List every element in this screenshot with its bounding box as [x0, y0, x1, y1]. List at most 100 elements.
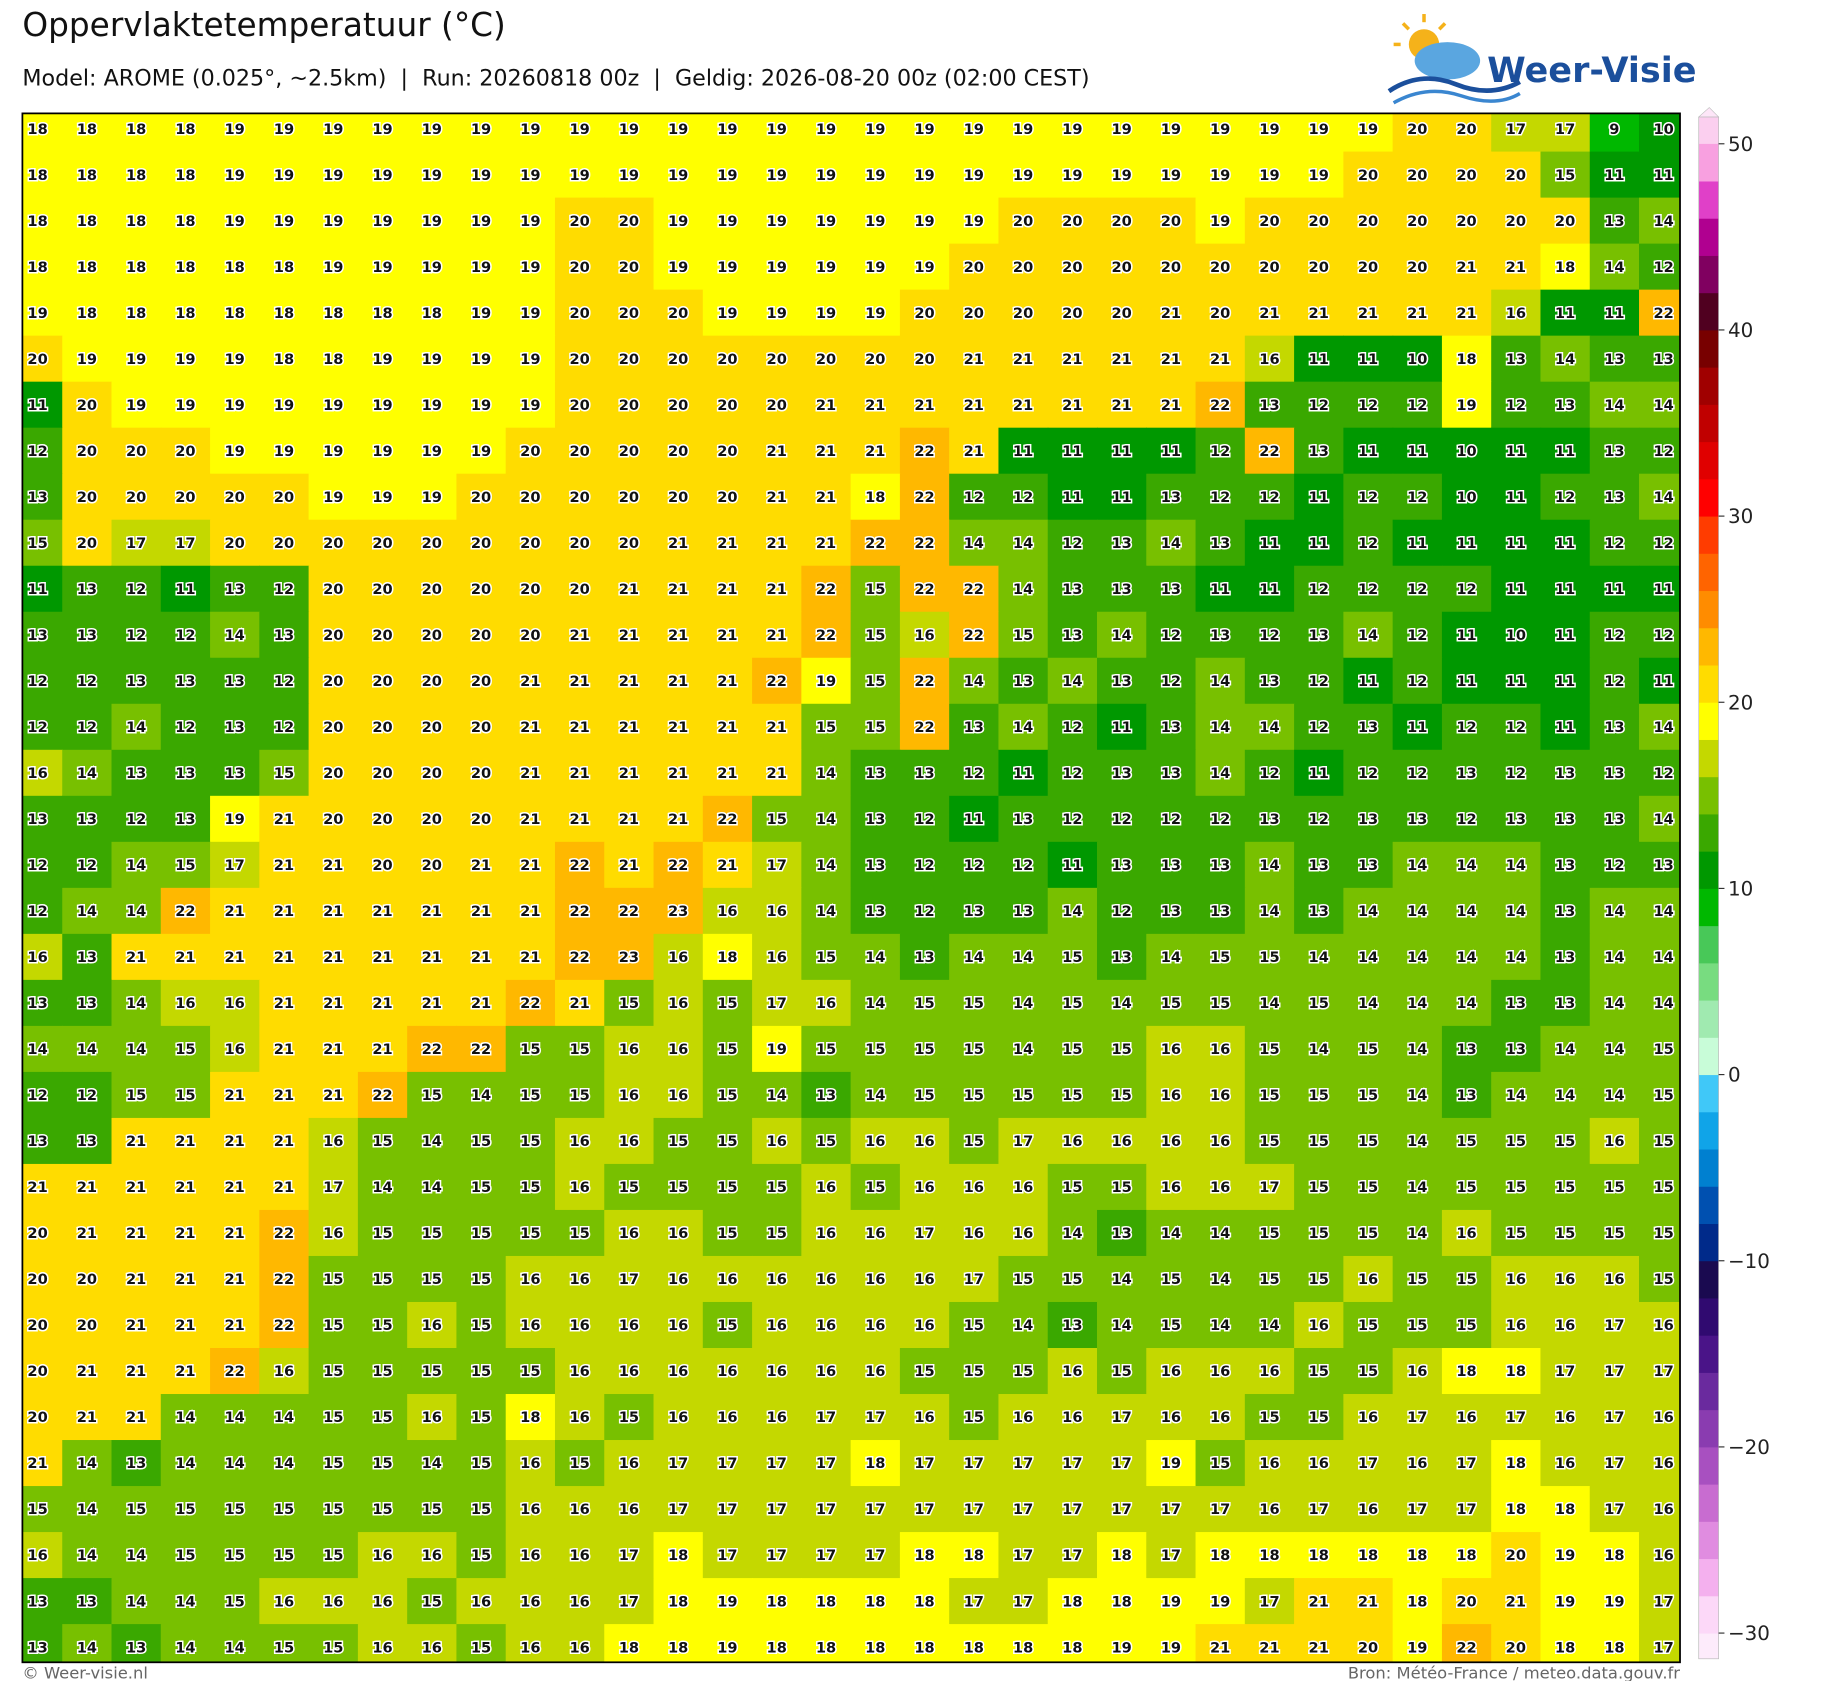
- temperature-cell: [111, 565, 162, 613]
- temperature-cell: [752, 749, 802, 797]
- temperature-label: 13: [865, 811, 885, 828]
- colorbar-band: [1698, 1260, 1719, 1299]
- temperature-cell: [1491, 1624, 1542, 1663]
- colorbar-band: [1698, 1335, 1719, 1373]
- temperature-cell: [308, 611, 359, 659]
- temperature-label: 19: [372, 443, 392, 460]
- temperature-label: 18: [1111, 1547, 1131, 1564]
- temperature-cell: [554, 657, 605, 705]
- temperature-label: 21: [372, 995, 392, 1012]
- temperature-cell: [1639, 979, 1681, 1027]
- temperature-label: 19: [323, 121, 343, 138]
- temperature-label: 12: [964, 489, 984, 506]
- temperature-cell: [1047, 1394, 1098, 1441]
- temperature-label: 20: [126, 489, 146, 506]
- temperature-label: 17: [225, 857, 245, 874]
- colorbar-band: [1698, 1372, 1719, 1411]
- temperature-label: 11: [1555, 535, 1575, 552]
- temperature-cell: [357, 1486, 408, 1533]
- temperature-label: 19: [471, 397, 491, 414]
- temperature-label: 15: [471, 1501, 491, 1518]
- temperature-cell: [1146, 1209, 1197, 1257]
- subtitle: Model: AROME (0.025°, ~2.5km) | Run: 202…: [22, 65, 1089, 91]
- temperature-cell: [1195, 657, 1246, 705]
- temperature-cell: [62, 1624, 113, 1663]
- temperature-label: 21: [668, 535, 688, 552]
- temperature-cell: [259, 1486, 310, 1533]
- temperature-cell: [505, 657, 556, 705]
- temperature-label: 18: [1555, 259, 1575, 276]
- temperature-cell: [850, 565, 901, 613]
- temperature-cell: [1097, 197, 1147, 245]
- temperature-cell: [357, 1624, 408, 1663]
- temperature-label: 13: [1555, 811, 1575, 828]
- temperature-cell: [308, 657, 359, 705]
- temperature-label: 21: [1407, 305, 1427, 322]
- temperature-cell: [22, 887, 63, 935]
- temperature-label: 10: [1456, 443, 1476, 460]
- temperature-cell: [1392, 1486, 1443, 1533]
- temperature-cell: [899, 243, 950, 291]
- temperature-label: 19: [816, 673, 836, 690]
- temperature-label: 14: [1456, 857, 1476, 874]
- temperature-cell: [456, 565, 507, 613]
- temperature-label: 10: [1653, 121, 1673, 138]
- temperature-cell: [1392, 1440, 1443, 1487]
- temperature-cell: [357, 289, 408, 337]
- temperature-cell: [1491, 1209, 1542, 1257]
- temperature-cell: [1244, 933, 1295, 981]
- temperature-label: 16: [1604, 1133, 1624, 1150]
- temperature-cell: [1491, 519, 1542, 567]
- temperature-label: 19: [964, 167, 984, 184]
- temperature-cell: [1097, 749, 1147, 797]
- temperature-cell: [1540, 1394, 1591, 1441]
- colorbar-band: [1698, 478, 1719, 517]
- temperature-cell: [210, 289, 260, 337]
- temperature-cell: [407, 1255, 458, 1303]
- temperature-label: 16: [816, 995, 836, 1012]
- temperature-label: 21: [668, 765, 688, 782]
- temperature-cell: [702, 1163, 753, 1211]
- temperature-cell: [505, 1255, 556, 1303]
- temperature-label: 20: [619, 443, 639, 460]
- temperature-label: 16: [569, 1363, 589, 1380]
- temperature-label: 11: [1456, 627, 1476, 644]
- temperature-cell: [1146, 1025, 1197, 1073]
- temperature-label: 15: [668, 1179, 688, 1196]
- temperature-cell: [407, 197, 458, 245]
- temperature-label: 12: [1604, 857, 1624, 874]
- temperature-label: 21: [619, 765, 639, 782]
- temperature-label: 11: [1062, 443, 1082, 460]
- temperature-label: 20: [668, 397, 688, 414]
- temperature-cell: [1146, 657, 1197, 705]
- temperature-cell: [801, 151, 852, 199]
- temperature-cell: [505, 1347, 556, 1395]
- temperature-cell: [1392, 1209, 1443, 1257]
- temperature-label: 14: [1604, 397, 1624, 414]
- temperature-cell: [1097, 657, 1147, 705]
- temperature-label: 20: [1062, 213, 1082, 230]
- temperature-label: 17: [1407, 1501, 1427, 1518]
- temperature-label: 19: [767, 1041, 787, 1058]
- temperature-cell: [1047, 1255, 1098, 1303]
- temperature-cell: [407, 473, 458, 521]
- temperature-cell: [1392, 1255, 1443, 1303]
- temperature-label: 14: [1259, 1317, 1279, 1334]
- temperature-label: 21: [175, 1179, 195, 1196]
- temperature-label: 21: [323, 1041, 343, 1058]
- temperature-cell: [702, 1209, 753, 1257]
- temperature-label: 11: [1161, 443, 1181, 460]
- temperature-label: 16: [569, 1501, 589, 1518]
- temperature-cell: [1294, 1025, 1344, 1073]
- temperature-cell: [407, 381, 458, 429]
- temperature-cell: [604, 381, 655, 429]
- temperature-cell: [899, 113, 950, 153]
- temperature-cell: [1195, 841, 1246, 889]
- temperature-cell: [357, 749, 408, 797]
- temperature-label: 20: [471, 811, 491, 828]
- temperature-label: 17: [964, 1455, 984, 1472]
- temperature-cell: [308, 1532, 359, 1579]
- temperature-label: 11: [1309, 765, 1329, 782]
- temperature-label: 18: [1604, 1547, 1624, 1564]
- temperature-label: 14: [175, 1455, 195, 1472]
